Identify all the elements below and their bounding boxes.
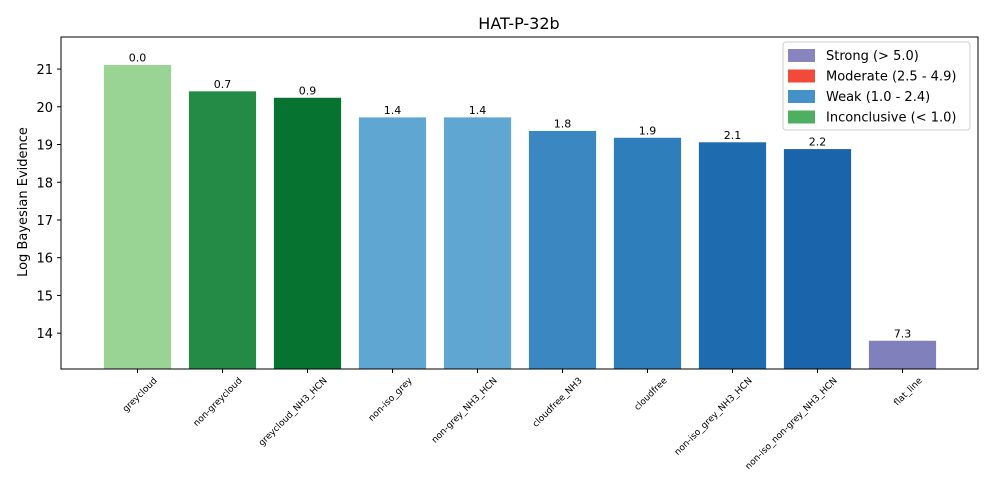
bar: [188, 90, 257, 370]
x-tick-label: non-iso_grey_NH3_HCN: [673, 376, 755, 458]
x-tick-label: greycloud_NH3_HCN: [257, 376, 329, 448]
y-tick-label: 18: [36, 176, 53, 191]
legend-box: [782, 41, 971, 131]
bar-value-label: 1.9: [639, 124, 657, 137]
legend-label: Strong (> 5.0): [826, 49, 919, 64]
bar-value-label: 0.0: [129, 52, 147, 65]
x-tick-label: cloudfree_NH3: [531, 376, 585, 430]
bar: [783, 148, 852, 370]
x-tick-label: flat_line: [892, 376, 924, 408]
bar: [613, 136, 682, 370]
legend: Strong (> 5.0) Moderate (2.5 - 4.9) Weak (…: [782, 41, 971, 131]
bar: [443, 116, 512, 370]
legend-swatch: [788, 110, 815, 124]
bar: [868, 339, 937, 370]
x-tick-label: non-grey_NH3_HCN: [430, 376, 499, 445]
y-tick-label: 15: [36, 289, 53, 304]
x-tick-label: non-greycloud: [192, 376, 245, 429]
legend-swatch: [788, 90, 815, 103]
x-tick-label: non-iso_grey: [367, 376, 415, 424]
legend-label: Moderate (2.5 - 4.9): [826, 70, 956, 85]
bar-value-label: 2.2: [809, 136, 827, 149]
bar: [103, 64, 172, 370]
bar-value-label: 1.4: [469, 104, 487, 117]
bar-value-label: 2.1: [724, 129, 742, 142]
bar: [698, 141, 767, 370]
bar-value-label: 0.9: [299, 84, 317, 97]
y-tick-label: 16: [36, 252, 53, 267]
legend-label: Inconclusive (< 1.0): [826, 111, 956, 126]
bar: [358, 116, 427, 370]
bar: [528, 130, 597, 370]
plot-frame: [60, 36, 979, 370]
y-tick-label: 20: [36, 101, 53, 116]
legend-swatch: [788, 49, 815, 62]
bar-value-label: 7.3: [894, 327, 912, 340]
bar-value-label: 1.4: [384, 104, 402, 117]
y-tick-label: 14: [36, 327, 53, 342]
legend-label: Weak (1.0 - 2.4): [826, 90, 930, 105]
chart-title: HAT-P-32b: [478, 14, 559, 33]
bar: [273, 96, 342, 370]
bar-value-label: 0.7: [214, 78, 232, 91]
x-tick-label: non-iso_non-grey_NH3_HCN: [744, 376, 840, 472]
bar-value-label: 1.8: [554, 118, 572, 131]
legend-swatch: [788, 69, 815, 83]
bars-group: 0.0 0.7 0.9 1.4 1.4 1.8 1.9 2.1 2.2 7.3: [103, 52, 937, 370]
y-tick-label: 19: [36, 139, 53, 154]
y-tick-label: 21: [36, 63, 53, 78]
x-tick-label: cloudfree: [633, 376, 670, 413]
y-tick-label: 17: [36, 214, 53, 229]
x-tick-label: greycloud: [121, 376, 160, 415]
y-axis-label: Log Bayesian Evidence: [16, 127, 31, 277]
